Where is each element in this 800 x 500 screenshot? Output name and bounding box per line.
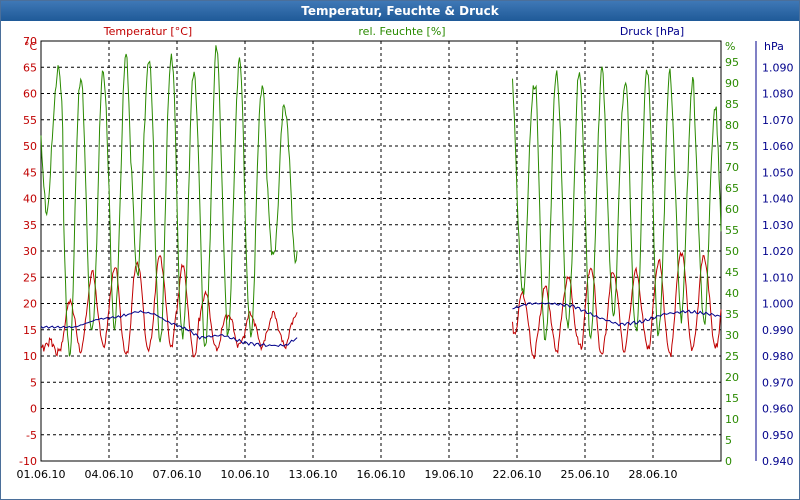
pressure-tick-label: 0.950 bbox=[762, 429, 794, 442]
temperature-tick-label: 20 bbox=[23, 298, 37, 311]
pressure-tick-label: 0.980 bbox=[762, 350, 794, 363]
pressure-tick-label: 1.040 bbox=[762, 193, 794, 206]
humidity-tick-label: 90 bbox=[725, 77, 739, 90]
pressure-series-line-2 bbox=[512, 302, 722, 327]
humidity-tick-label: 85 bbox=[725, 98, 739, 111]
temperature-tick-label: 40 bbox=[23, 193, 37, 206]
humidity-tick-label: 0 bbox=[725, 455, 732, 468]
pressure-tick-label: 0.960 bbox=[762, 403, 794, 416]
temperature-tick-label: 70 bbox=[23, 35, 37, 48]
humidity-tick-label: 55 bbox=[725, 224, 739, 237]
temperature-tick-label: 25 bbox=[23, 271, 37, 284]
humidity-tick-label: 5 bbox=[725, 434, 732, 447]
pressure-tick-label: 0.990 bbox=[762, 324, 794, 337]
pressure-tick-label: 1.030 bbox=[762, 219, 794, 232]
x-tick-label: 01.06.10 bbox=[17, 468, 66, 481]
pressure-tick-label: 1.050 bbox=[762, 166, 794, 179]
temperature-series-line-1 bbox=[40, 254, 298, 358]
humidity-tick-label: 25 bbox=[725, 350, 739, 363]
x-tick-label: 16.06.10 bbox=[357, 468, 406, 481]
temperature-tick-label: 60 bbox=[23, 88, 37, 101]
humidity-tick-label: 95 bbox=[725, 56, 739, 69]
x-tick-label: 13.06.10 bbox=[289, 468, 338, 481]
humidity-tick-label: 50 bbox=[725, 245, 739, 258]
temperature-tick-label: 35 bbox=[23, 219, 37, 232]
humidity-tick-label: 65 bbox=[725, 182, 739, 195]
humidity-tick-label: 60 bbox=[725, 203, 739, 216]
temperature-tick-label: 45 bbox=[23, 166, 37, 179]
pressure-tick-label: 1.060 bbox=[762, 140, 794, 153]
pressure-tick-label: 1.010 bbox=[762, 271, 794, 284]
pressure-tick-label: 1.080 bbox=[762, 88, 794, 101]
humidity-series-line-1 bbox=[40, 45, 298, 357]
window-title: Temperatur, Feuchte & Druck bbox=[1, 1, 799, 21]
humidity-tick-label: 70 bbox=[725, 161, 739, 174]
pressure-tick-label: 1.070 bbox=[762, 114, 794, 127]
temperature-tick-label: 65 bbox=[23, 61, 37, 74]
temperature-tick-label: 55 bbox=[23, 114, 37, 127]
humidity-tick-label: 15 bbox=[725, 392, 739, 405]
pressure-tick-label: 0.970 bbox=[762, 376, 794, 389]
humidity-axis-unit: % bbox=[725, 40, 735, 53]
temperature-axis-label: Temperatur [°C] bbox=[103, 25, 192, 38]
pressure-tick-label: 1.020 bbox=[762, 245, 794, 258]
pressure-tick-label: 1.090 bbox=[762, 61, 794, 74]
temperature-tick-label: 0 bbox=[30, 403, 37, 416]
humidity-tick-label: 35 bbox=[725, 308, 739, 321]
humidity-tick-label: 40 bbox=[725, 287, 739, 300]
x-tick-label: 22.06.10 bbox=[493, 468, 542, 481]
pressure-tick-label: 1.000 bbox=[762, 298, 794, 311]
humidity-tick-label: 80 bbox=[725, 119, 739, 132]
x-tick-label: 28.06.10 bbox=[629, 468, 678, 481]
temperature-tick-label: 15 bbox=[23, 324, 37, 337]
temperature-tick-label: -10 bbox=[19, 455, 37, 468]
temperature-tick-label: 10 bbox=[23, 350, 37, 363]
temperature-series-line-2 bbox=[512, 251, 722, 360]
humidity-tick-label: 30 bbox=[725, 329, 739, 342]
humidity-tick-label: 20 bbox=[725, 371, 739, 384]
temperature-tick-label: 30 bbox=[23, 245, 37, 258]
humidity-tick-label: 10 bbox=[725, 413, 739, 426]
x-tick-label: 07.06.10 bbox=[153, 468, 202, 481]
temperature-axis-unit: °C bbox=[24, 40, 38, 53]
temperature-tick-label: -5 bbox=[26, 429, 37, 442]
x-tick-label: 10.06.10 bbox=[221, 468, 270, 481]
humidity-tick-label: 45 bbox=[725, 266, 739, 279]
x-tick-label: 25.06.10 bbox=[561, 468, 610, 481]
pressure-series-line-1 bbox=[40, 310, 298, 347]
pressure-axis-unit: hPa bbox=[764, 40, 784, 53]
x-tick-label: 19.06.10 bbox=[425, 468, 474, 481]
humidity-axis-label: rel. Feuchte [%] bbox=[358, 25, 445, 38]
humidity-tick-label: 75 bbox=[725, 140, 739, 153]
pressure-axis-label: Druck [hPa] bbox=[620, 25, 684, 38]
x-tick-label: 04.06.10 bbox=[85, 468, 134, 481]
temperature-tick-label: 50 bbox=[23, 140, 37, 153]
temperature-tick-label: 5 bbox=[30, 376, 37, 389]
pressure-tick-label: 0.940 bbox=[762, 455, 794, 468]
humidity-series-line-2 bbox=[512, 66, 722, 341]
